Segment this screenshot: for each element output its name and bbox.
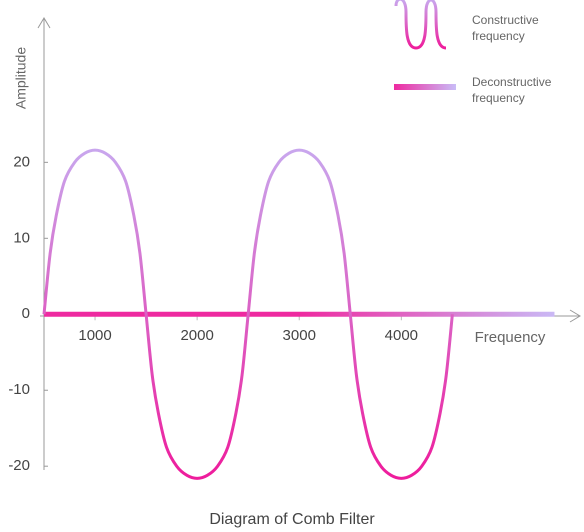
x-tick-label: 2000	[180, 327, 213, 344]
chart-title: Diagram of Comb Filter	[209, 511, 375, 528]
y-axis-label: Amplitude	[13, 47, 29, 109]
y-tick-label: 0	[22, 305, 30, 322]
x-tick-label: 1000	[78, 327, 111, 344]
constructive-line	[42, 148, 454, 480]
y-tick-label: 10	[13, 229, 30, 246]
y-tick-label: 20	[13, 153, 30, 170]
legend-icon-constructive	[394, 0, 447, 50]
y-tick-label: -20	[8, 457, 30, 474]
legend	[394, 0, 456, 90]
legend-label: Deconstructive frequency	[472, 75, 552, 105]
legend-icon-deconstructive	[394, 84, 456, 90]
y-tick-label: -10	[8, 381, 30, 398]
x-tick-label: 4000	[385, 327, 418, 344]
y-axis	[37, 17, 51, 470]
x-tick-label: 3000	[283, 327, 316, 344]
x-axis-label: Frequency	[475, 329, 546, 346]
legend-label: Constructive frequency	[472, 13, 539, 43]
